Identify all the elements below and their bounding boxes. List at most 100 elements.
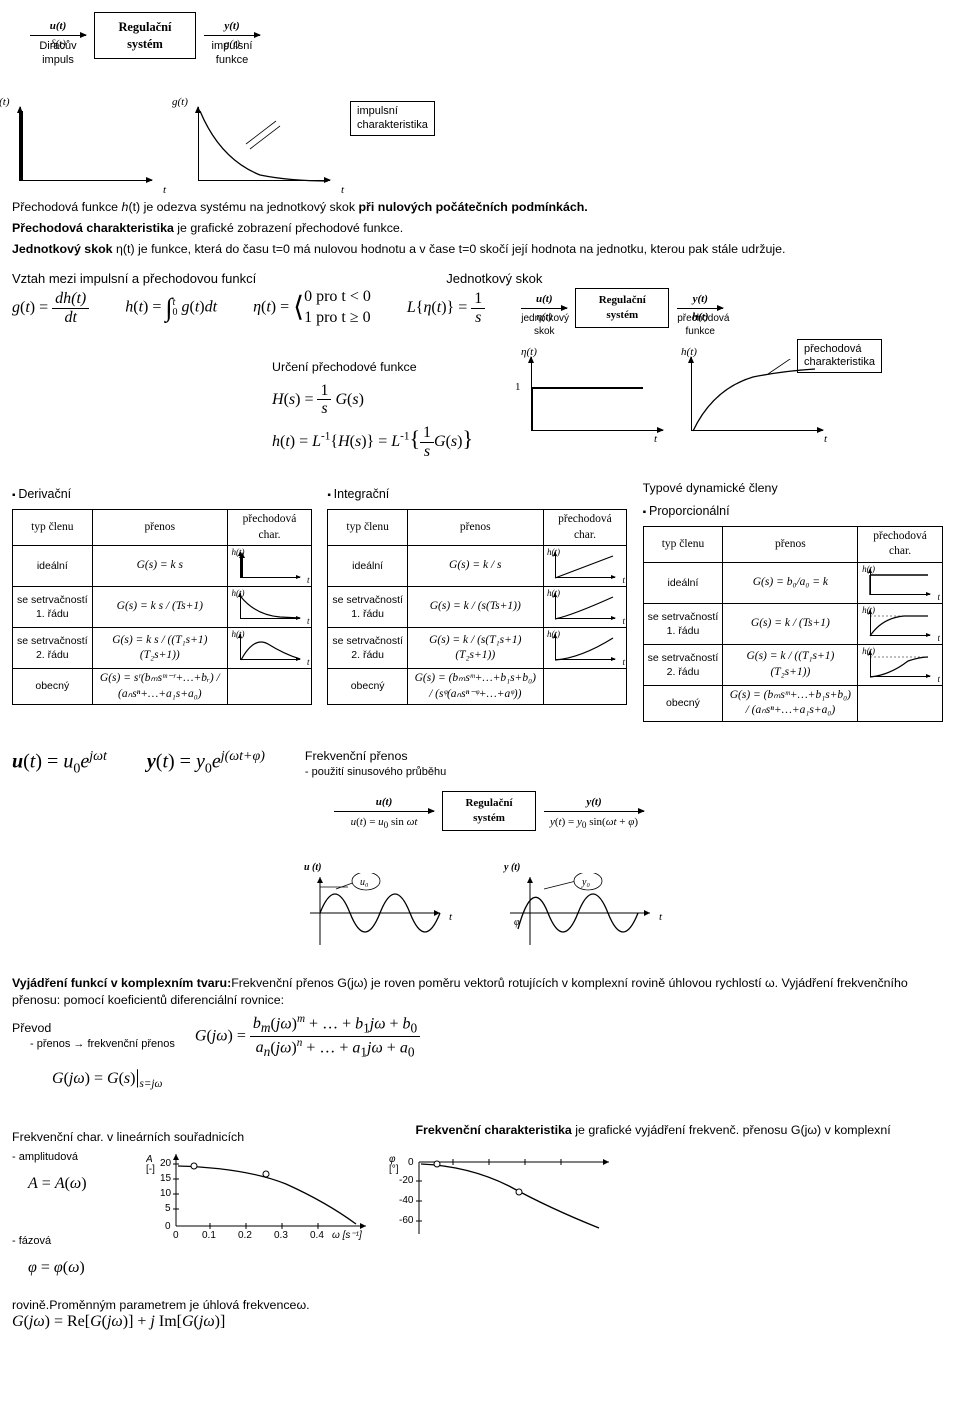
proporcionalni-title: Proporcionální — [643, 503, 948, 520]
exp-decay-curve — [190, 99, 340, 189]
prevod-head: Převod — [12, 1020, 175, 1037]
svg-text:0.4: 0.4 — [310, 1230, 324, 1240]
freq-head-wrap: Frekvenční přenos - použití sinusového p… — [305, 748, 446, 780]
impulse-char-callout: impulsní charakteristika — [350, 101, 435, 135]
table-row: obecný G(s) = (bₘsᵐ+…+b₁s+b₀) / (aₙsⁿ+…+… — [643, 685, 942, 721]
amp-eq: A = A(ω) — [28, 1173, 87, 1195]
freq-para: Vyjádření funkcí v komplexním tvaru:Frek… — [12, 975, 948, 1008]
table-row: se setrvačností 1. řádu G(s) = k / (Ts+1… — [643, 603, 942, 644]
svg-text:0: 0 — [165, 1221, 171, 1232]
eq-eta: η(t) = ⟨0 pro t < 01 pro t ≥ 0 — [253, 287, 371, 329]
freq-sub: - použití sinusového průběhu — [305, 765, 446, 780]
phase-label: - fázová — [12, 1234, 122, 1249]
proporcionalni-block: Typové dynamické členy Proporcionální ty… — [643, 480, 948, 722]
step-line — [531, 387, 643, 389]
blk2-in-cap: jednotkový skok — [521, 312, 567, 339]
svg-text:0: 0 — [173, 1230, 179, 1240]
eq-L-eta: L{η(t)} = 1s — [407, 290, 485, 326]
svg-text:u₀: u₀ — [360, 877, 369, 888]
table-row: se setrvačností 1. řádu G(s) = k s / (Ts… — [13, 587, 312, 628]
freq-p1a: Vyjádření funkcí v komplexním tvaru: — [12, 976, 231, 990]
svg-text:20: 20 — [160, 1158, 172, 1169]
p2: Přechodová charakteristika je grafické z… — [12, 220, 948, 237]
table-row: ideální G(s) = b₀/a₀ = k h(t) t — [643, 562, 942, 603]
integracni-title: Integrační — [327, 486, 632, 503]
step-tick1: 1 — [515, 380, 521, 395]
p1bold: při nulových počátečních podmínkách. — [358, 200, 587, 214]
dirac-plot: δ(t) t — [12, 99, 162, 189]
bottom1: rovině.Proměnným parametrem je úhlová fr… — [12, 1298, 296, 1312]
input-arrow: u(t) δ(t) Diracův impuls — [30, 35, 86, 36]
table-row: se setrvačností 2. řádu G(s) = k s / ((T… — [13, 628, 312, 669]
fchar-b: je grafické vyjádření frekvenč. přenosu … — [572, 1123, 891, 1137]
svg-text:0.3: 0.3 — [274, 1230, 288, 1240]
svg-text:-40: -40 — [399, 1195, 414, 1206]
svg-text:-60: -60 — [399, 1215, 414, 1226]
sine-y-x: t — [659, 910, 662, 925]
eq-eta2: 1 pro t ≥ 0 — [304, 309, 371, 326]
impulse-fn-caption: impulsní funkce — [204, 39, 260, 69]
sine-y-label: y (t) — [504, 861, 520, 875]
dirac-xlabel: t — [163, 183, 166, 198]
svg-text:0: 0 — [408, 1157, 414, 1168]
blk3-u: u(t) — [334, 795, 434, 810]
p1arg: (t) — [128, 200, 140, 214]
output-arrow: y(t) g(t) impulsní funkce — [204, 35, 260, 36]
blk2-out-cap: přechodová funkce — [677, 312, 723, 339]
p2b: je grafické zobrazení přechodové funkce. — [174, 221, 403, 235]
phase-eq: φ = φ(ω) — [28, 1257, 85, 1279]
y-label: y(t) — [204, 19, 260, 34]
det-heading: Určení přechodové funkce — [272, 359, 473, 376]
block-diagram-top: u(t) δ(t) Diracův impuls Regulační systé… — [30, 12, 948, 59]
eq-Gjw2: G(jω) = G(s)|s=jω — [52, 1064, 162, 1092]
p2a: Přechodová charakteristika — [12, 221, 174, 235]
bottom1b: ω. — [296, 1298, 309, 1312]
sine-u-plot: u (t) u₀ t — [300, 873, 450, 953]
prevod-head-block: Převod - přenos → frekvenční přenos — [12, 1020, 175, 1052]
typy-heading: Typové dynamické členy — [643, 480, 948, 497]
blk3-box: Regulační systém — [442, 791, 536, 831]
svg-text:15: 15 — [160, 1173, 172, 1184]
bode-phase: φ [°] 0 -20 -40 -60 — [389, 1150, 629, 1240]
svg-text:0.1: 0.1 — [202, 1230, 216, 1240]
ht-callout: přechodová charakteristika — [797, 339, 882, 373]
eq-Hs: H(s) = 1s G(s) — [272, 382, 364, 418]
eq-ht: h(t) = L-1{H(s)} = L-1{1sG(s)} — [272, 424, 473, 460]
eq-g: g(t) = dh(t)dt — [12, 290, 89, 326]
table-row: se setrvačností 2. řádu G(s) = k / ((T₁s… — [643, 644, 942, 685]
block-diagram-freq: u(t) u(t) = u0 sin ωt Regulační systém y… — [334, 791, 644, 831]
svg-text:5: 5 — [165, 1203, 171, 1214]
eq-y-complex: y(t) = y0ej(ωt+φ) — [147, 748, 265, 780]
eq-u-complex: u(t) = u0ejωt — [12, 748, 107, 780]
sine-u-label: u (t) — [304, 861, 322, 875]
impulse-response-plot: g(t) t — [190, 99, 340, 189]
p3a: Jednotkový skok — [12, 242, 116, 256]
bode-amp: A [-] 20 15 10 5 0 0 0.1 0.2 0.3 0.4 ω [… — [146, 1150, 386, 1240]
p3: Jednotkový skok η(t) je funkce, která do… — [12, 241, 948, 258]
sine-u-x: t — [449, 910, 452, 925]
freq-head: Frekvenční přenos — [305, 748, 446, 765]
svg-text:[°]: [°] — [389, 1164, 399, 1175]
sine-y-svg: φ y₀ — [500, 873, 660, 953]
derivacni-block: Derivační typ členupřenospřechodová char… — [12, 480, 317, 705]
impulse-response-plot-wrap: g(t) t impulsní charakteristika — [190, 99, 340, 189]
integracni-block: Integrační typ členupřenospřechodová cha… — [327, 480, 632, 705]
blk3-out-eq: y(t) = y0 sin(ωt + φ) — [544, 815, 644, 832]
table-row: ideální G(s) = k s h(t) t — [13, 546, 312, 587]
sine-u-svg: u₀ — [300, 873, 450, 953]
integracni-table: typ členupřenospřechodová char. ideální … — [327, 509, 627, 705]
fchar-a: Frekvenční charakteristika — [415, 1123, 571, 1137]
heading-step: Jednotkový skok — [446, 270, 542, 288]
p1a: Přechodová funkce — [12, 200, 122, 214]
sine-y-plot: y (t) φ y₀ t — [500, 873, 660, 953]
p3b: η(t) je funkce, která do času t=0 má nul… — [116, 242, 786, 256]
blk3-in-eq: u(t) = u0 sin ωt — [334, 815, 434, 832]
dirac-impulse-bar — [19, 111, 23, 181]
derivacni-title: Derivační — [12, 486, 317, 503]
table-row: obecný G(s) = (bₘsᵐ+…+b₁s+b₀) / (sᵠ(aₙsⁿ… — [328, 669, 627, 705]
p1b: je odezva systému na jednotkový skok — [140, 200, 358, 214]
eq-Gjw: G(jω) = bm(jω)m + … + b1jω + b0an(jω)n +… — [195, 1013, 420, 1060]
table-row: ideální G(s) = k / s h(t) t — [328, 546, 627, 587]
eq-eta1: 0 pro t < 0 — [304, 288, 371, 305]
amp-label: - amplitudová — [12, 1150, 122, 1165]
